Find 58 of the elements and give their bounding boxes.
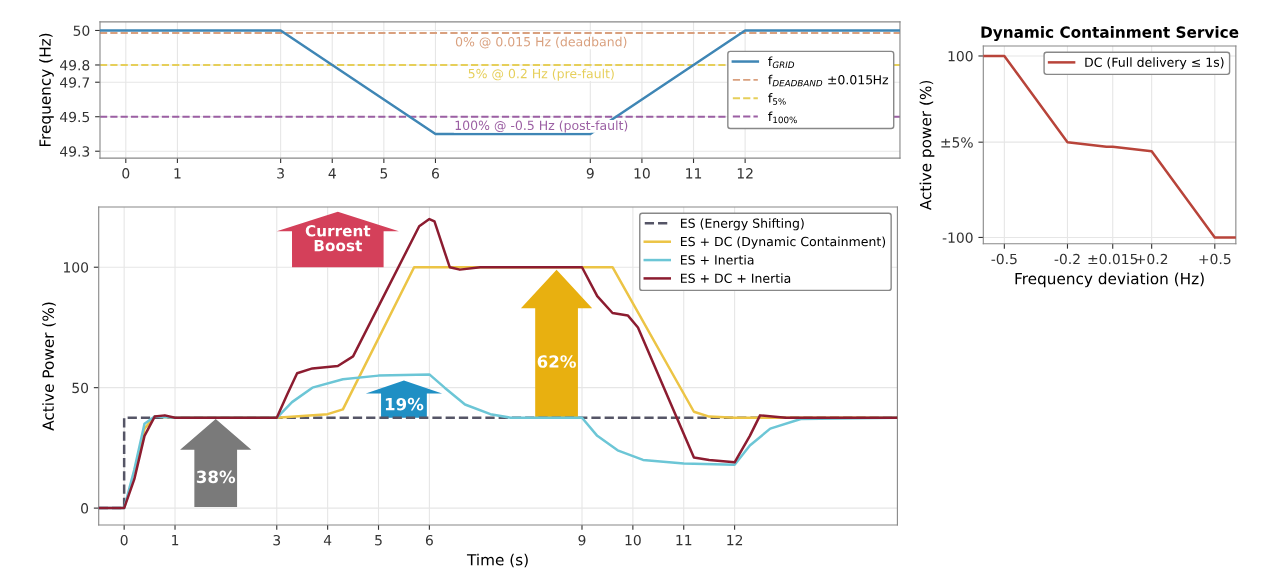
x-tick-label: ±0.015 — [1088, 253, 1138, 265]
y-tick-label: 100 — [64, 262, 89, 273]
x-tick-label: 10 — [625, 534, 641, 546]
x-tick-label: 3 — [277, 168, 284, 179]
x-tick-label: 11 — [676, 535, 692, 546]
y-tick-label: 0 — [81, 503, 89, 514]
y-axis-title: Active power (%) — [919, 80, 935, 211]
x-tick-label: 3 — [273, 534, 281, 546]
x-tick-label: +0.5 — [1199, 253, 1231, 265]
annotation: 62% — [537, 355, 576, 368]
y-tick-label: 49.5 — [60, 111, 90, 123]
y-axis-title: Active Power (%) — [42, 302, 56, 431]
annotation: Current Boost — [305, 225, 371, 252]
annotation: 19% — [385, 397, 424, 411]
x-tick-label: 12 — [727, 534, 743, 546]
x-tick-label: -0.2 — [1054, 253, 1080, 265]
x-tick-label: 4 — [323, 535, 332, 546]
x-tick-label: 1 — [172, 535, 179, 546]
legend-label: f$_{5%}$ — [768, 93, 786, 105]
x-tick-label: 12 — [737, 168, 753, 179]
x-tick-label: 4 — [328, 168, 336, 179]
x-axis-title: Time (s) — [466, 553, 528, 568]
annotation: 5% @ 0.2 Hz (pre-fault) — [468, 68, 614, 81]
legend-label: ES + DC + Inertia — [681, 273, 791, 283]
x-tick-label: -0.5 — [991, 253, 1017, 265]
x-tick-label: 1 — [174, 168, 181, 179]
x-tick-label: 0 — [120, 534, 128, 546]
legend-label: DC (Full delivery ≤ 1s) — [1085, 57, 1224, 70]
annotation: 0% @ 0.015 Hz (deadband) — [455, 36, 627, 49]
annotation: 100% @ -0.5 Hz (post-fault) — [455, 120, 628, 133]
x-tick-label: 5 — [380, 168, 388, 179]
x-tick-label: 9 — [578, 534, 586, 546]
legend-label: ES + Inertia — [681, 254, 754, 265]
legend-label: f$_{GRID}$ — [768, 56, 795, 69]
x-tick-label: 0 — [122, 168, 130, 179]
x-axis-title: Frequency deviation (Hz) — [1015, 272, 1204, 288]
legend-label: f$_{DEADBAND}$ ±0.015Hz — [768, 74, 889, 87]
y-tick-label: 50 — [72, 382, 89, 394]
y-tick-label: ±5% — [941, 137, 973, 148]
legend-label: ES (Energy Shifting) — [681, 218, 804, 231]
x-tick-label: +0.2 — [1136, 253, 1168, 265]
y-tick-label: 49.3 — [60, 146, 90, 157]
y-axis-title: Frequency (Hz) — [39, 33, 54, 147]
legend-label: ES + DC (Dynamic Containment) — [681, 236, 886, 249]
x-tick-label: 9 — [586, 168, 594, 179]
x-tick-label: 5 — [375, 535, 382, 546]
y-tick-label: -100 — [942, 232, 973, 243]
y-tick-label: 49.8 — [60, 59, 90, 71]
chart-title: Dynamic Containment Service — [981, 26, 1239, 41]
x-tick-label: 6 — [432, 168, 440, 179]
x-tick-label: 10 — [634, 168, 650, 179]
x-tick-label: 11 — [686, 168, 702, 179]
x-tick-label: 6 — [425, 534, 433, 546]
y-tick-label: 50 — [73, 25, 90, 36]
y-tick-label: 100 — [948, 50, 973, 62]
ref-line-label: f$_{100%}$ — [768, 111, 797, 124]
annotation: 38% — [196, 470, 236, 484]
y-tick-label: 49.7 — [60, 77, 90, 88]
